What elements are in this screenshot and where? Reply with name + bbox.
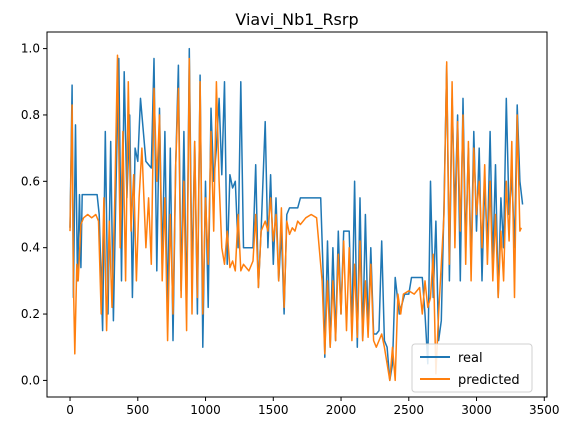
x-axis-ticks: 0 500 1000 1500 2000 2500 3000 3500	[66, 397, 560, 417]
y-axis-ticks: 0.0 0.2 0.4 0.6 0.8 1.0	[21, 42, 47, 387]
y-tick-label: 0.6	[21, 174, 40, 188]
y-tick-label: 0.0	[21, 373, 40, 387]
plot-lines	[69, 47, 524, 382]
x-tick-label: 1000	[190, 403, 221, 417]
x-tick-label: 3000	[461, 403, 492, 417]
series-line-predicted	[69, 54, 522, 382]
y-tick-label: 1.0	[21, 42, 40, 56]
legend: real predicted	[411, 343, 533, 393]
y-tick-label: 0.4	[21, 241, 40, 255]
chart-title: Viavi_Nb1_Rsrp	[235, 10, 358, 30]
plot-frame	[46, 31, 548, 398]
x-tick-label: 0	[66, 403, 74, 417]
x-tick-label: 2000	[326, 403, 357, 417]
x-tick-label: 2500	[394, 403, 425, 417]
x-tick-label: 3500	[529, 403, 560, 417]
legend-label-real: real	[458, 351, 483, 366]
y-tick-label: 0.2	[21, 307, 40, 321]
x-tick-label: 1500	[258, 403, 289, 417]
y-tick-label: 0.8	[21, 108, 40, 122]
x-tick-label: 500	[126, 403, 149, 417]
legend-label-predicted: predicted	[458, 373, 520, 388]
